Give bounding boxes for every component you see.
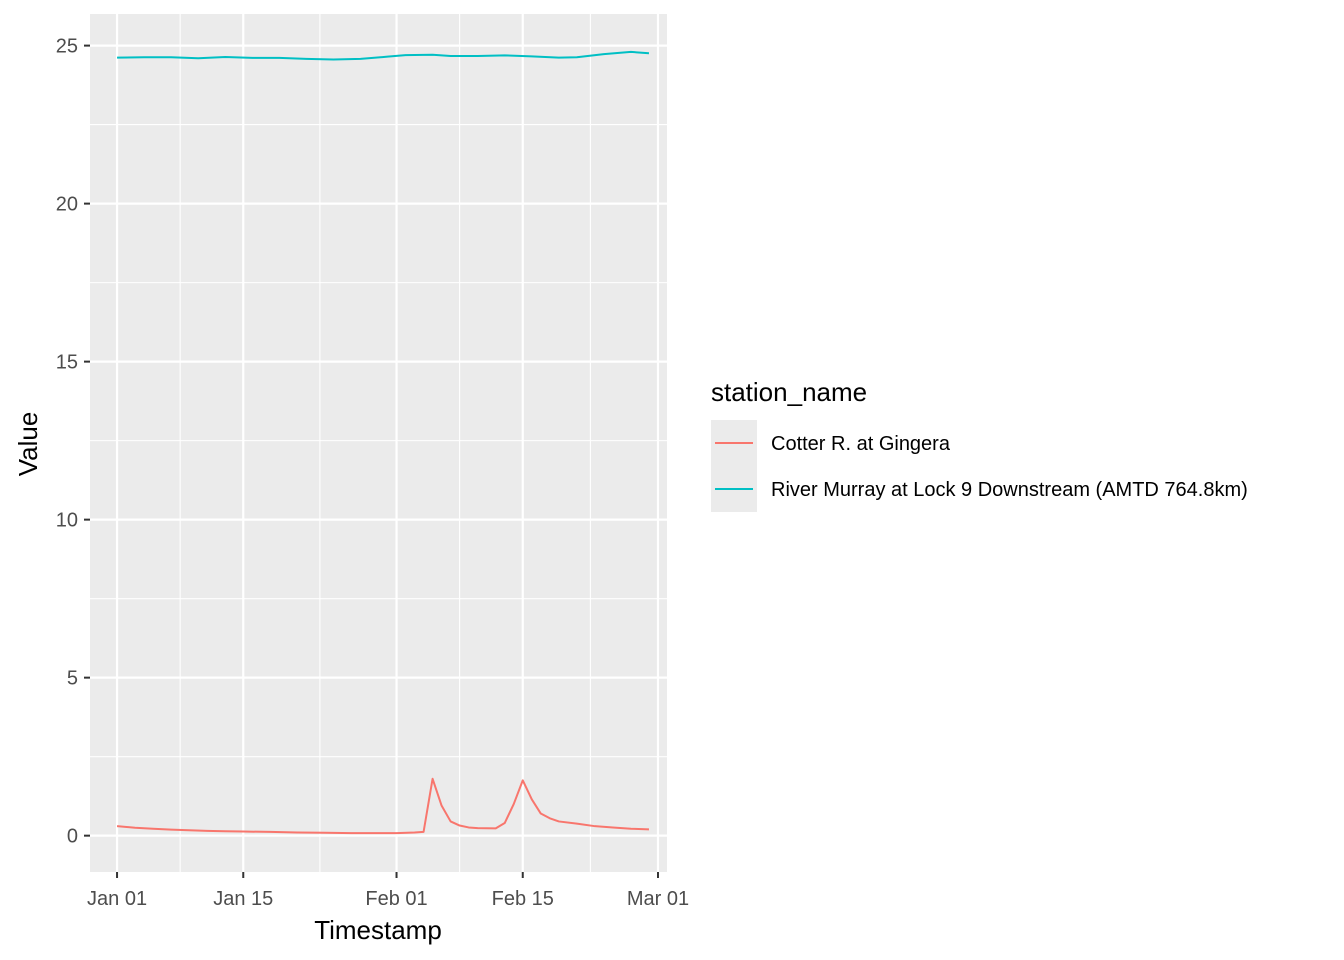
series-lines [116,50,650,835]
x-tick-label: Jan 01 [87,888,147,910]
legend-title: station_name [711,377,867,407]
x-tick-label: Feb 01 [365,888,427,910]
panel-background [90,14,667,872]
x-tick-label: Jan 15 [213,888,273,910]
plot-panel [90,14,667,872]
grid-lines [90,14,667,872]
y-tick-label: 15 [56,352,78,374]
x-tick-label: Mar 01 [627,888,689,910]
y-tick-label: 0 [67,826,78,848]
y-tick-label: 10 [56,510,78,532]
x-tick-label: Feb 15 [492,888,554,910]
axes: 0 5 10 15 20 25 Jan 01 Jan 15 Feb 01 Feb 15 Mar 01 [56,36,689,910]
series-line-2 [117,50,650,61]
y-axis-title: Value [13,412,43,477]
y-tick-label: 5 [67,668,78,690]
legend-label: Cotter R. at Gingera [771,433,951,455]
x-axis-title: Timestamp [314,915,442,945]
legend-label: River Murray at Lock 9 Downstream (AMTD … [771,479,1248,501]
legend: station_name Cotter R. at Gingera River M… [711,377,1248,512]
y-tick-label: 20 [56,194,78,216]
series-line-1 [116,777,650,835]
y-tick-label: 25 [56,36,78,58]
